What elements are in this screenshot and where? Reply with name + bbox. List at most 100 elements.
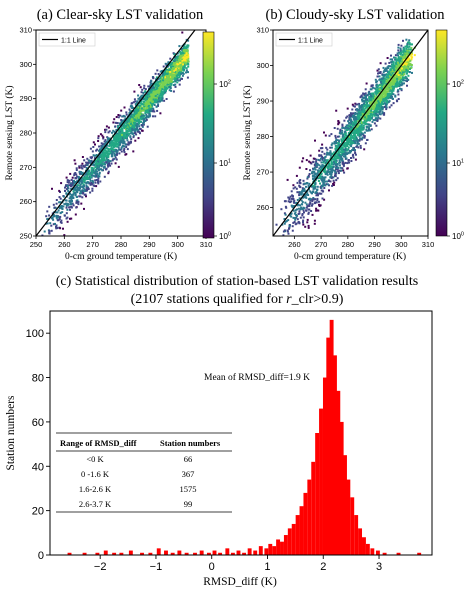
density-point: [165, 87, 168, 90]
density-point: [157, 88, 160, 91]
density-point: [139, 110, 142, 113]
density-point: [103, 153, 105, 156]
density-point: [120, 146, 123, 149]
density-point: [80, 190, 83, 193]
panel-a-y-label: Remote sensing LST (K): [4, 85, 15, 180]
density-point: [128, 125, 131, 128]
density-point: [378, 113, 381, 115]
density-point: [85, 161, 88, 164]
density-point: [175, 69, 178, 72]
density-point: [393, 77, 396, 80]
density-point: [372, 86, 374, 89]
density-point: [160, 93, 163, 96]
density-point: [349, 116, 352, 119]
density-point: [352, 112, 355, 115]
density-point: [354, 120, 357, 123]
density-point: [107, 147, 110, 150]
density-point: [301, 190, 304, 193]
density-point: [117, 165, 120, 168]
density-point: [365, 96, 367, 99]
density-point: [391, 85, 394, 88]
density-point: [344, 146, 347, 149]
density-point: [348, 122, 351, 124]
density-point: [335, 179, 338, 182]
density-point: [349, 112, 352, 115]
density-point: [381, 112, 384, 115]
density-point: [76, 195, 78, 198]
density-point: [166, 72, 169, 75]
density-point: [379, 117, 382, 120]
density-point: [375, 124, 378, 127]
density-point: [132, 101, 135, 104]
density-point: [143, 114, 146, 117]
density-point: [375, 93, 378, 96]
density-point: [403, 52, 406, 55]
density-point: [136, 106, 139, 109]
density-point: [97, 166, 100, 169]
density-point: [397, 82, 400, 85]
density-point: [403, 68, 406, 71]
density-point: [173, 75, 176, 77]
density-point: [136, 101, 139, 104]
density-point: [52, 203, 55, 206]
density-point: [59, 211, 62, 214]
panel-a-colorbar-tick-label: 100: [219, 232, 231, 242]
density-point: [46, 218, 49, 221]
density-point: [338, 159, 341, 162]
density-point: [85, 195, 87, 198]
density-point: [339, 161, 341, 164]
density-point: [73, 191, 76, 194]
density-point: [148, 111, 151, 114]
density-point: [110, 162, 113, 165]
chart-0-x-tick-label: 290: [143, 240, 156, 249]
density-point: [390, 89, 393, 92]
density-point: [128, 112, 131, 114]
density-point: [362, 127, 365, 130]
density-point: [174, 85, 177, 88]
chart-0-y-tick-label: 250: [19, 232, 32, 241]
density-point: [146, 100, 149, 103]
density-point: [313, 198, 316, 201]
density-point: [167, 61, 170, 64]
density-point: [397, 51, 400, 54]
density-point: [59, 227, 62, 230]
density-point: [341, 129, 344, 132]
density-point: [332, 184, 335, 186]
density-point: [86, 157, 89, 160]
density-point: [150, 110, 153, 112]
density-point: [120, 141, 123, 143]
density-point: [177, 68, 180, 71]
density-point: [370, 117, 373, 120]
density-point: [143, 87, 146, 90]
density-point: [375, 107, 378, 110]
density-point: [64, 185, 67, 188]
density-point: [283, 222, 286, 225]
density-point: [179, 71, 182, 74]
density-point: [116, 145, 119, 148]
density-point: [378, 75, 381, 78]
density-point: [122, 114, 125, 117]
density-point: [81, 162, 84, 165]
density-point: [140, 91, 143, 94]
density-point: [324, 180, 327, 183]
density-point: [145, 111, 148, 113]
density-point: [89, 191, 92, 194]
density-point: [70, 178, 73, 181]
density-point: [363, 100, 366, 103]
density-point: [135, 111, 138, 114]
density-point: [360, 124, 363, 126]
density-point: [185, 45, 188, 48]
density-point: [88, 173, 91, 176]
density-point: [149, 81, 152, 84]
density-point: [85, 178, 88, 181]
density-point: [380, 77, 383, 80]
density-point: [313, 185, 316, 188]
density-point: [137, 137, 140, 140]
density-point: [66, 220, 69, 223]
density-point: [410, 67, 413, 69]
density-point: [172, 70, 175, 73]
density-point: [172, 76, 175, 79]
density-point: [140, 120, 143, 123]
density-point: [369, 107, 372, 110]
